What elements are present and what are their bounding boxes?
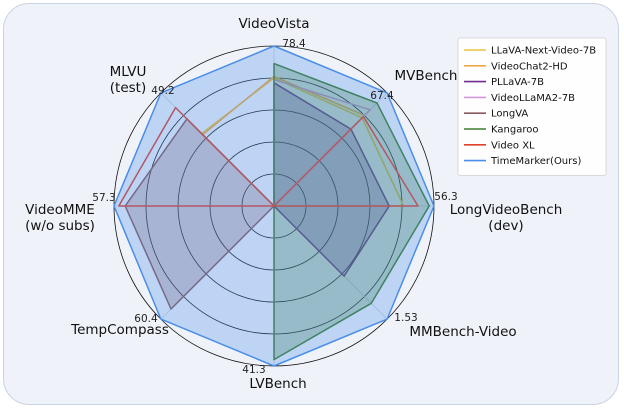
axis-labels: VideoVista MVBench LongVideoBench (dev) MMBe… [25, 16, 562, 392]
legend-label-timemarker-ours: TimeMarker(Ours) [490, 156, 581, 167]
legend-label-pllava-7b: PLLaVA-7B [491, 77, 544, 88]
legend-label-kangaroo: Kangaroo [491, 125, 538, 136]
legend: LLaVA-Next-Video-7B VideoChat2-HD PLLaVA-7… [457, 37, 607, 176]
axis-max-labels: 78.4 67.4 56.3 1.53 41.3 60.4 57.3 49.2 [92, 38, 457, 376]
max-label-mlvu-test: 49.2 [151, 85, 174, 97]
legend-label-longva: LongVA [491, 109, 528, 120]
axis-label-videovista: VideoVista [238, 16, 309, 32]
legend-label-videollama2-7b: VideoLLaMA2-7B [491, 93, 575, 104]
max-label-longvideobench-dev: 56.3 [434, 191, 457, 203]
axis-label-videomme-w-o-subs: VideoMME (w/o subs) [25, 202, 95, 234]
legend-label-video-xl: Video XL [491, 140, 535, 151]
legend-label-llava-next-video-7b: LLaVA-Next-Video-7B [491, 46, 596, 57]
axis-label-mmbench-video: MMBench-Video [409, 324, 516, 340]
max-label-videovista: 78.4 [282, 38, 306, 50]
legend-label-videochat2-hd: VideoChat2-HD [491, 61, 568, 72]
max-label-mmbench-video: 1.53 [394, 312, 417, 324]
axis-label-mlvu-test: MLVU (test) [110, 64, 147, 96]
series-timemarker-ours-polygon [113, 45, 435, 367]
axis-label-mvbench: MVBench [395, 68, 458, 84]
legend-box [457, 37, 607, 176]
max-label-tempcompass: 60.4 [134, 313, 158, 325]
series-polygons [113, 45, 435, 367]
axis-label-tempcompass: TempCompass [70, 322, 169, 338]
axis-label-longvideobench-dev: LongVideoBench (dev) [450, 202, 563, 234]
series-video-xl-polygon [118, 106, 419, 207]
axis-label-lvbench: LVBench [249, 376, 306, 392]
max-label-lvbench: 41.3 [242, 364, 265, 376]
max-label-videomme-w-o-subs: 57.3 [92, 192, 115, 204]
max-label-mvbench: 67.4 [370, 90, 394, 102]
